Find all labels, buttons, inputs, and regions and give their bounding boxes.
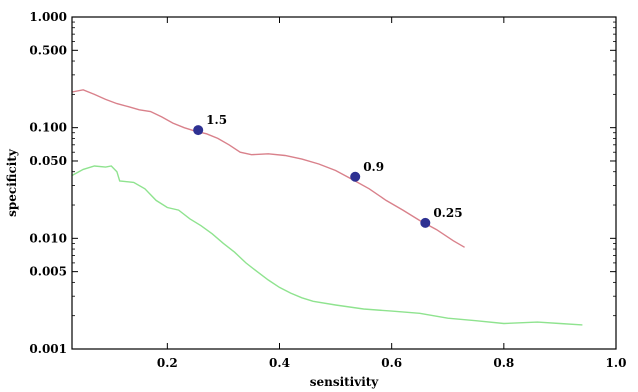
x-axis-ticks: 0.2 0.4 0.6 0.8 1.0 [157,17,627,370]
x-tick-label: 0.2 [157,356,178,370]
series-layer [71,89,583,326]
threshold-label: 0.9 [363,160,384,174]
y-tick-label: 0.050 [29,154,67,168]
threshold-marker [350,171,361,182]
y-axis-label: specificity [5,148,19,217]
x-tick-label: 1.0 [606,356,627,370]
y-tick-label: 0.001 [29,342,67,356]
y-tick-label: 0.010 [29,231,67,245]
threshold-label: 1.5 [206,113,227,127]
threshold-label: 0.25 [433,206,462,220]
y-tick-label: 1.000 [29,10,67,24]
series-line-2 [71,165,583,326]
y-tick-label: 0.005 [29,265,67,279]
y-axis-ticks: 0.001 0.005 0.010 0.050 0.100 0.500 1.000 [29,10,616,356]
x-axis-label: sensitivity [310,375,380,389]
series-line-1 [71,89,465,248]
x-tick-label: 0.4 [269,356,290,370]
x-tick-label: 0.8 [493,356,514,370]
annotation-layer: 1.5 0.9 0.25 [193,113,463,228]
y-tick-label: 0.100 [29,121,67,135]
y-tick-label: 0.500 [29,43,67,57]
plot-frame [71,16,617,350]
x-tick-label: 0.6 [381,356,402,370]
threshold-marker [420,217,431,228]
threshold-marker [193,125,204,136]
